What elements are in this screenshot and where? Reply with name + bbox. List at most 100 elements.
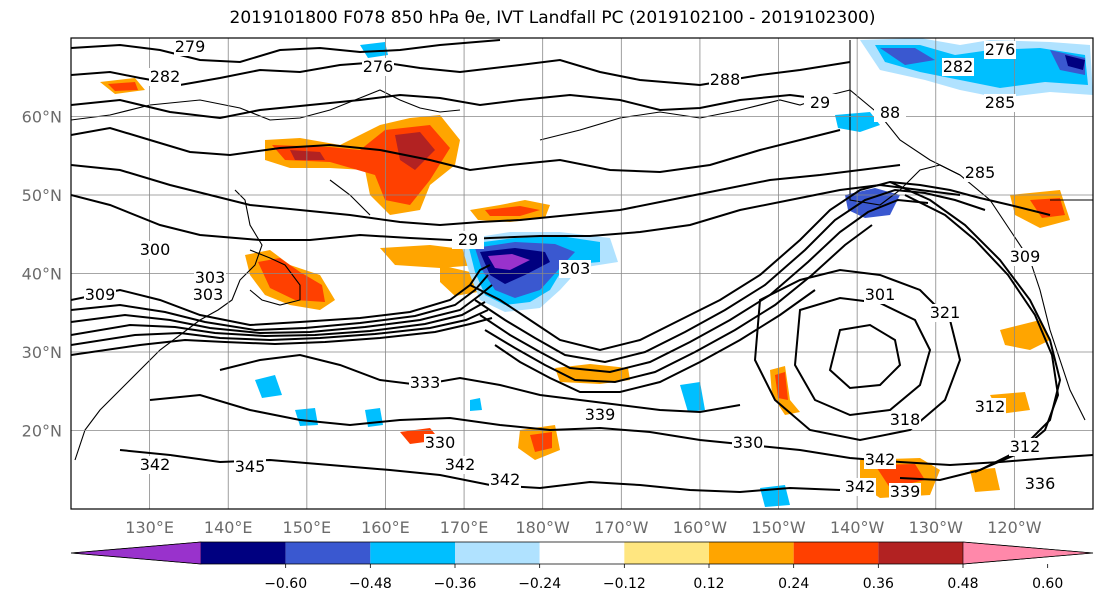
contour-label: 312 [1010,437,1041,456]
lon-tick-label: 140°W [830,518,885,537]
colorbar-tick-label: −0.36 [434,576,477,592]
contour-label: 309 [1010,247,1041,266]
contour-label: 29 [810,93,830,112]
contour-label-bg [804,94,836,112]
lat-tick-label: 60°N [22,108,62,127]
colorbar-segment [285,542,371,564]
contour-label-bg [452,231,484,249]
lon-tick-label: 170°W [594,518,649,537]
colorbar-segment [539,542,625,564]
contour-label: 29 [458,230,478,249]
contour-label-bg [1024,475,1056,493]
colorbar-tick-label: −0.60 [264,576,307,592]
colorbar-tick-label: −0.24 [518,576,561,592]
contour-label-bg [489,471,521,489]
contour-label-bg [984,41,1016,59]
contour-label: 318 [890,410,921,429]
map-border [70,37,1094,510]
colorbar-tick-label: 0.36 [863,576,894,592]
lon-tick-label: 180°W [516,518,571,537]
lon-tick-label: 120°W [987,518,1042,537]
contour-label: 309 [85,285,116,304]
contour-label: 285 [965,163,996,182]
colorbar-segment [709,542,794,564]
contour-label-bg [149,68,181,86]
colorbar-tick-label: 0.24 [778,576,809,592]
contour-label-bg [889,411,921,429]
contour-label: 342 [865,450,896,469]
theta-e-contours [71,39,1093,494]
contour-label: 279 [175,37,206,56]
contour-label: 303 [560,259,591,278]
colorbar-segment [201,542,286,564]
colorbar-extend-high [962,541,1094,565]
gridlines [71,38,1093,509]
lat-tick-labels: 60°N 50°N 40°N 30°N 20°N [22,108,62,441]
contour-label-bg [584,406,616,424]
contour-label: 342 [445,455,476,474]
contour-label-bg [84,286,116,304]
colorbar-tick-label: 0.48 [947,576,978,592]
lat-tick-label: 30°N [22,343,62,362]
lon-tick-label: 130°W [909,518,964,537]
contour-label: 312 [975,397,1006,416]
lat-tick-label: 20°N [22,422,62,441]
colorbar-segment [370,542,455,564]
contour-label: 342 [140,455,171,474]
lat-tick-label: 40°N [22,265,62,284]
contour-label-bg [864,451,896,469]
colorbar-segment [455,542,540,564]
contour-label-bg [139,456,171,474]
contour-label: 342 [490,470,521,489]
contour-label: 88 [880,103,900,122]
contour-label-bg [174,38,206,56]
lat-tick-label: 50°N [22,186,62,205]
lon-tick-label: 160°W [673,518,728,537]
lon-tick-label: 160°E [361,518,410,537]
contour-label-bg [964,164,996,182]
contour-label-bg [984,94,1016,112]
contour-label: 339 [890,482,921,501]
colorbar-segment [793,542,879,564]
contour-label-bg [139,241,171,259]
contour-label-bg [889,483,921,501]
contour-label: 321 [930,303,961,322]
colorbar-segment [878,542,963,564]
colorbar-tick-labels: −0.60 −0.48 −0.36 −0.24 −0.12 0.12 0.24 0.36 0.4… [264,564,1063,592]
contour-label-bg [974,398,1006,416]
lon-tick-label: 140°E [204,518,253,537]
contour-label: 330 [425,433,456,452]
lon-tick-label: 130°E [125,518,174,537]
contour-label-bg [194,269,226,287]
contour-label: 333 [410,373,441,392]
contour-label-bg [234,458,266,476]
colorbar-tick-label: 0.60 [1032,576,1063,592]
contour-label-bg [444,456,476,474]
contour-label-bg [942,58,974,76]
contour-label: 288 [710,70,741,89]
colorbar-tick-label: 0.12 [693,576,724,592]
contour-label: 276 [985,40,1016,59]
colorbar-segment [624,542,709,564]
contour-label: 303 [195,268,226,287]
colorbar [70,541,1094,565]
contour-label-bg [192,286,224,304]
contour-label-bg [409,374,441,392]
contour-label: 303 [193,285,224,304]
colorbar-outline [70,541,1094,565]
contour-label: 276 [363,57,394,76]
contour-label: 339 [585,405,616,424]
contour-label: 282 [150,67,181,86]
colorbar-tick-label: −0.12 [603,576,646,592]
lon-tick-label: 150°W [751,518,806,537]
contour-label: 282 [943,57,974,76]
contour-label-bg [732,434,764,452]
contour-label-bg [874,104,906,122]
contour-label: 301 [865,285,896,304]
map-title: 2019101800 F078 850 hPa θe, IVT Landfall… [229,8,876,28]
contour-label-bg [559,260,591,278]
contour-label-bg [864,286,896,304]
colorbar-tick-label: −0.48 [349,576,392,592]
lon-tick-label: 170°E [440,518,489,537]
